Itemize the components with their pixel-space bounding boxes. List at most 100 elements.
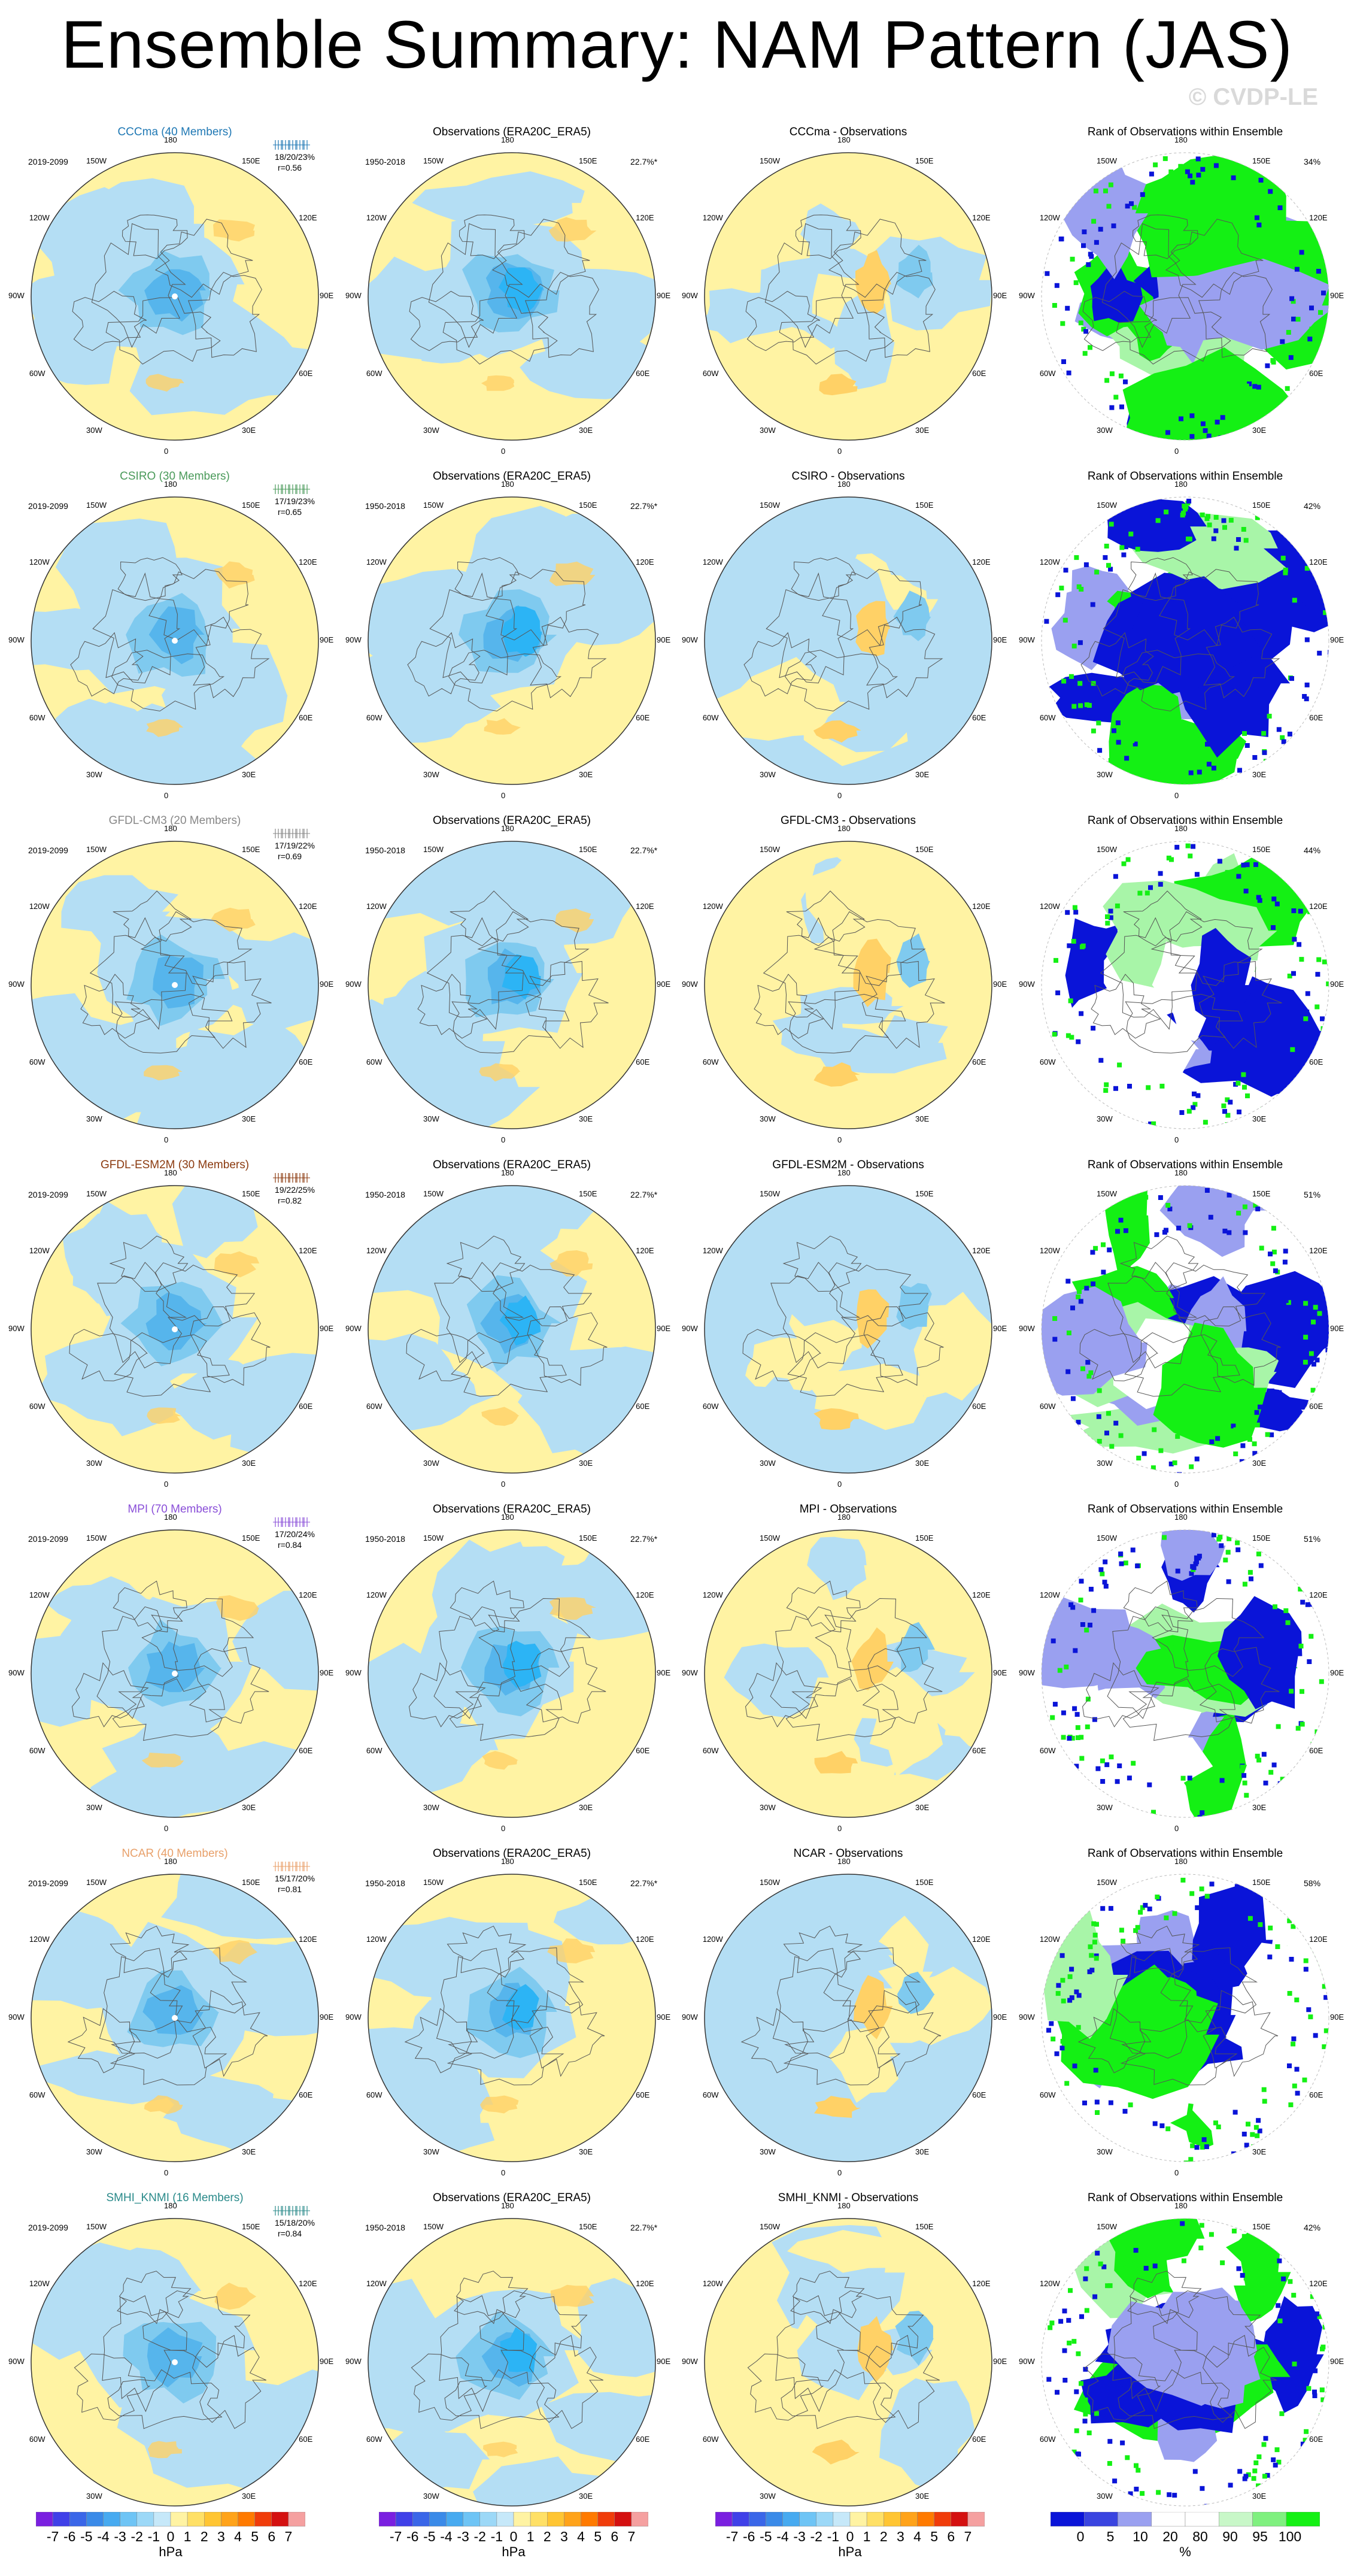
lon-label: 150W [1097,1533,1117,1542]
pattern-map [368,152,656,441]
model-pattern-panel: CSIRO (30 Members) 2019-2099 17/19/23% r=0.… [7,470,342,811]
lon-label: 60E [1309,1746,1323,1755]
lon-label: 120W [366,1590,387,1599]
lon-label: 30W [86,1459,102,1468]
lon-label: 90W [1019,291,1035,300]
lon-label: 90W [345,635,362,644]
colorbar-swatch [866,2512,884,2527]
lon-label: 120W [366,1246,387,1255]
colorbar-swatch [463,2512,480,2527]
colorbar-swatch [833,2512,851,2527]
lon-label: 60E [1309,369,1323,378]
colorbar-tick-label: 7 [284,2529,293,2544]
lon-label: 0 [1174,791,1179,800]
observation-pct: 22.7%* [630,1878,658,1888]
colorbar-swatch [951,2512,969,2527]
rank-panel: Rank of Observations within Ensemble 42% 1… [1018,470,1353,811]
rank-panel: Rank of Observations within Ensemble 44% 1… [1018,814,1353,1156]
lon-label: 60E [636,2435,650,2444]
lon-label: 90W [345,2357,362,2366]
lon-label: 120E [1309,902,1328,911]
observation-period: 1950-2018 [365,1190,405,1199]
lon-label: 150W [1097,500,1117,510]
pattern-stats: 15/17/20% [275,1874,315,1883]
lon-label: 180 [1174,1857,1188,1866]
lon-label: 30E [242,426,256,435]
observation-pct: 22.7%* [630,501,658,511]
lon-label: 0 [164,1824,169,1833]
lon-label: 120E [1309,1935,1328,1944]
lon-label: 120E [299,902,317,911]
pattern-map [704,152,992,441]
lon-label: 120W [366,902,387,911]
model-title: GFDL-ESM2M (30 Members) [100,1159,250,1171]
lon-label: 180 [837,1168,851,1177]
lon-label: 0 [164,2168,169,2177]
lon-label: 30E [1252,1114,1267,1124]
lon-label: 120E [636,902,654,911]
lon-label: 30E [915,426,930,435]
lon-label: 150E [242,500,260,510]
colorbar-tick-label: 2 [200,2529,208,2544]
lon-label: 60W [366,1746,382,1755]
rank-title: Rank of Observations within Ensemble [1087,126,1283,138]
pattern-correlation: r=0.69 [278,851,302,861]
lon-label: 30E [1252,1803,1267,1813]
lon-label: 30W [1097,426,1113,435]
colorbar-tick-label: -6 [63,2529,76,2544]
lon-label: 90W [1019,980,1035,989]
colorbar-tick-label: 2 [543,2529,551,2544]
lon-label: 180 [1174,1168,1188,1177]
lon-label: 0 [501,2168,506,2177]
lon-label: 30E [1252,2147,1267,2157]
lon-label: 60W [702,1402,719,1411]
lon-label: 60W [29,1057,45,1066]
lon-label: 90E [1330,1324,1344,1333]
lon-label: 90W [345,980,362,989]
lon-label: 120W [702,2279,723,2288]
observation-title: Observations (ERA20C_ERA5) [433,1503,591,1516]
model-period: 2019-2099 [28,1190,68,1199]
lon-label: 150W [423,1877,444,1887]
colorbar-swatch [379,2512,396,2527]
ensemble-spread-glyph [273,1862,310,1871]
lon-label: 60W [702,713,719,722]
lon-label: 120E [972,1246,991,1255]
model-title: SMHI_KNMI (16 Members) [106,2192,244,2204]
colorbar-swatch [446,2512,463,2527]
lon-label: 180 [501,824,514,833]
pattern-correlation: r=0.65 [278,507,302,517]
colorbar-swatch [136,2512,154,2527]
rank-map [1041,1185,1329,1474]
lon-label: 30W [760,770,776,780]
lon-label: 30W [86,770,102,780]
lon-label: 30E [579,2147,593,2157]
pattern-map [31,841,319,1129]
colorbar-tick-label: -7 [46,2529,59,2544]
lon-label: 0 [164,1135,169,1144]
colorbar-swatch [103,2512,120,2527]
lon-label: 30W [423,1459,439,1468]
rank-colorbar: 0 5 10 20 80 90 95 100% [1051,2512,1320,2566]
lon-label: 90E [993,980,1007,989]
lon-label: 60E [636,1746,650,1755]
colorbar-swatch [1118,2512,1152,2527]
pattern-map [368,1185,656,1474]
rank-pct: 42% [1304,501,1321,511]
model-period: 2019-2099 [28,501,68,511]
lon-label: 60E [972,2090,986,2099]
colorbar-swatch [614,2512,632,2527]
lon-label: 30W [760,1114,776,1124]
colorbar-tick-label: -5 [760,2529,772,2544]
lon-label: 90W [1019,1324,1035,1333]
lon-label: 150W [1097,844,1117,854]
lon-label: 30W [1097,1114,1113,1124]
lon-label: 120E [636,1935,654,1944]
colorbar-swatch [967,2512,985,2527]
lon-label: 30E [242,1114,256,1124]
colorbar-swatch [36,2512,53,2527]
colorbar-swatches [1051,2512,1320,2527]
lon-label: 120W [29,902,50,911]
colorbar-tick-label: -4 [97,2529,110,2544]
lon-label: 90W [1019,1668,1035,1677]
